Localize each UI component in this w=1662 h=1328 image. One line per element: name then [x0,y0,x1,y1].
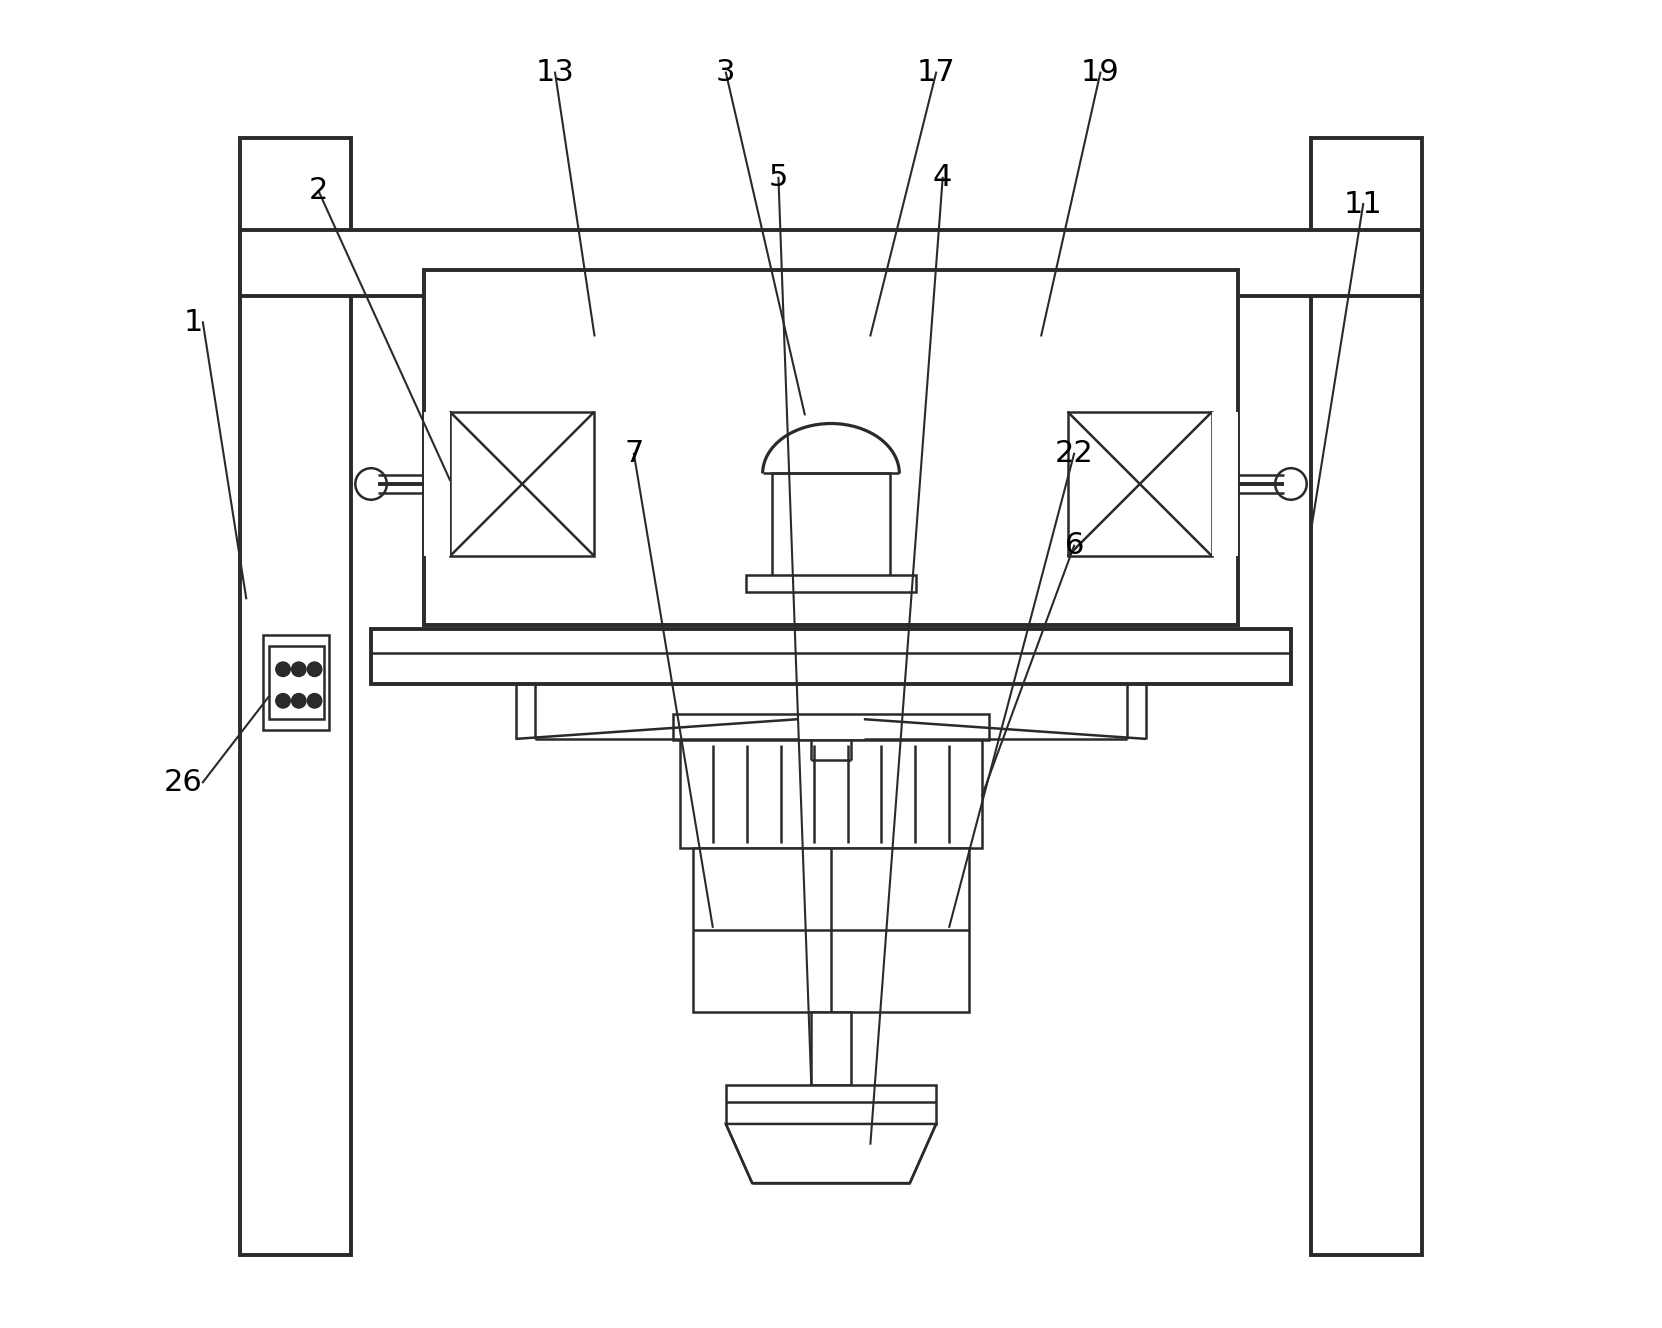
Text: 4: 4 [932,163,952,193]
Text: 19: 19 [1080,58,1120,88]
Bar [673,714,989,740]
Bar [424,270,1238,624]
Text: 11: 11 [1345,190,1383,219]
Bar [1067,412,1212,556]
Text: 2: 2 [309,177,327,206]
Bar [263,635,329,729]
Bar [269,645,324,720]
Circle shape [307,663,322,676]
Text: 6: 6 [1064,531,1084,560]
Text: 5: 5 [770,163,788,193]
Bar [680,740,982,849]
Bar [1212,412,1238,556]
Bar [811,1012,851,1085]
Circle shape [276,663,291,676]
Text: 22: 22 [1055,440,1094,469]
Bar [1311,138,1423,1255]
Bar [239,138,351,1255]
Polygon shape [726,1123,936,1183]
Circle shape [291,693,306,708]
Bar [450,412,595,556]
Text: 13: 13 [535,58,575,88]
Text: 1: 1 [183,308,203,337]
Bar [693,849,969,1012]
Text: 7: 7 [625,440,643,469]
Bar [371,628,1291,684]
Bar [424,412,450,556]
Text: 26: 26 [165,768,203,797]
Bar [771,474,891,579]
Circle shape [291,663,306,676]
Circle shape [307,693,322,708]
Text: 17: 17 [917,58,956,88]
Bar [746,575,916,592]
Bar [726,1085,936,1123]
Bar [239,230,1423,296]
Circle shape [276,693,291,708]
Text: 3: 3 [716,58,736,88]
